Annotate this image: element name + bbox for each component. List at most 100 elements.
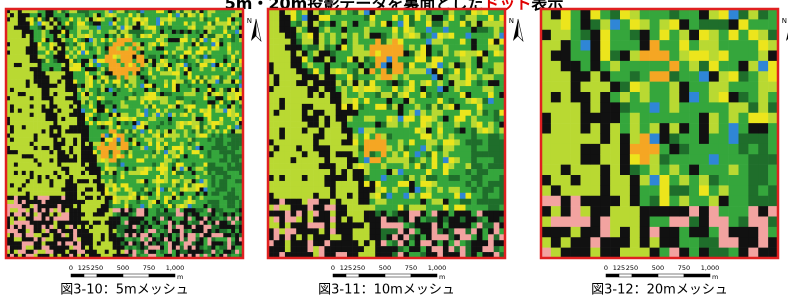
map-cell [69, 55, 73, 59]
map-cell [392, 193, 398, 199]
map-cell [125, 192, 129, 196]
map-cell [192, 88, 196, 92]
map-cell [364, 217, 370, 223]
map-cell [219, 192, 223, 196]
map-cell [10, 21, 14, 25]
map-cell [57, 96, 61, 100]
map-cell [227, 84, 231, 88]
map-cell [113, 208, 117, 212]
map-cell [89, 21, 93, 25]
map-cell [101, 59, 105, 63]
map-cell [204, 196, 208, 200]
map-cell [200, 96, 204, 100]
map-cell [77, 34, 81, 38]
map-cell [77, 200, 81, 204]
map-cell [168, 196, 172, 200]
map-cell [57, 154, 61, 158]
map-cell [101, 229, 105, 233]
map-cell [231, 200, 235, 204]
map-cell [291, 217, 297, 223]
map-cell [140, 30, 144, 34]
map-cell [117, 212, 121, 216]
map-cell [200, 171, 204, 175]
map-cell [313, 134, 319, 140]
map-cell [77, 80, 81, 84]
map-cell [144, 55, 148, 59]
map-cell [347, 151, 353, 157]
map-cell [69, 121, 73, 125]
map-cell [30, 150, 34, 154]
map-cell [231, 233, 235, 237]
map-cell [132, 221, 136, 225]
map-cell [207, 200, 211, 204]
map-cell [38, 17, 42, 21]
map-cell [358, 68, 364, 74]
map-cell [77, 125, 81, 129]
map-cell [176, 88, 180, 92]
map-cell [97, 146, 101, 150]
map-cell [358, 134, 364, 140]
map-cell [22, 225, 26, 229]
map-cell [219, 42, 223, 46]
map-cell [370, 139, 376, 145]
map-cell [38, 138, 42, 142]
map-cell [409, 104, 415, 110]
map-cell [168, 229, 172, 233]
map-cell [188, 121, 192, 125]
map-cell [38, 225, 42, 229]
map-cell [49, 84, 53, 88]
map-cell [437, 92, 443, 98]
map-cell [227, 34, 231, 38]
map-cell [231, 100, 235, 104]
map-cell [227, 171, 231, 175]
map-cell [148, 51, 152, 55]
map-cell [188, 196, 192, 200]
map-cell [319, 51, 325, 57]
scale-segment [84, 274, 97, 277]
map-cell [81, 96, 85, 100]
map-cell [18, 129, 22, 133]
map-cell [65, 121, 69, 125]
map-cell [176, 196, 180, 200]
map-cell [14, 84, 18, 88]
map-cell [77, 42, 81, 46]
map-cell [219, 125, 223, 129]
map-cell [204, 204, 208, 208]
map-cell [89, 109, 93, 113]
map-cell [308, 39, 314, 45]
map-cell [308, 222, 314, 228]
map-cell [207, 212, 211, 216]
map-cell [77, 175, 81, 179]
map-cell [172, 204, 176, 208]
map-cell [291, 116, 297, 122]
map-cell [73, 84, 77, 88]
map-cell [426, 211, 432, 217]
map-cell [136, 175, 140, 179]
map-cell [207, 129, 211, 133]
map-cell [136, 246, 140, 250]
map-cell [449, 110, 455, 116]
map-cell [285, 217, 291, 223]
map-cell [184, 13, 188, 17]
map-cell [125, 171, 129, 175]
map-cell [370, 181, 376, 187]
map-cell [381, 56, 387, 62]
map-cell [113, 67, 117, 71]
map-cell [172, 138, 176, 142]
map-cell [207, 30, 211, 34]
map-cell [296, 187, 302, 193]
map-cell [136, 46, 140, 50]
map-cell [227, 30, 231, 34]
map-cell [46, 129, 50, 133]
map-cell [223, 117, 227, 121]
map-cell [403, 240, 409, 246]
map-cell [188, 104, 192, 108]
map-cell [164, 171, 168, 175]
map-cell [319, 86, 325, 92]
map-cell [211, 75, 215, 79]
map-cell [319, 157, 325, 163]
map-cell [42, 154, 46, 158]
map-cell [34, 158, 38, 162]
map-cell [125, 26, 129, 30]
map-cell [101, 88, 105, 92]
